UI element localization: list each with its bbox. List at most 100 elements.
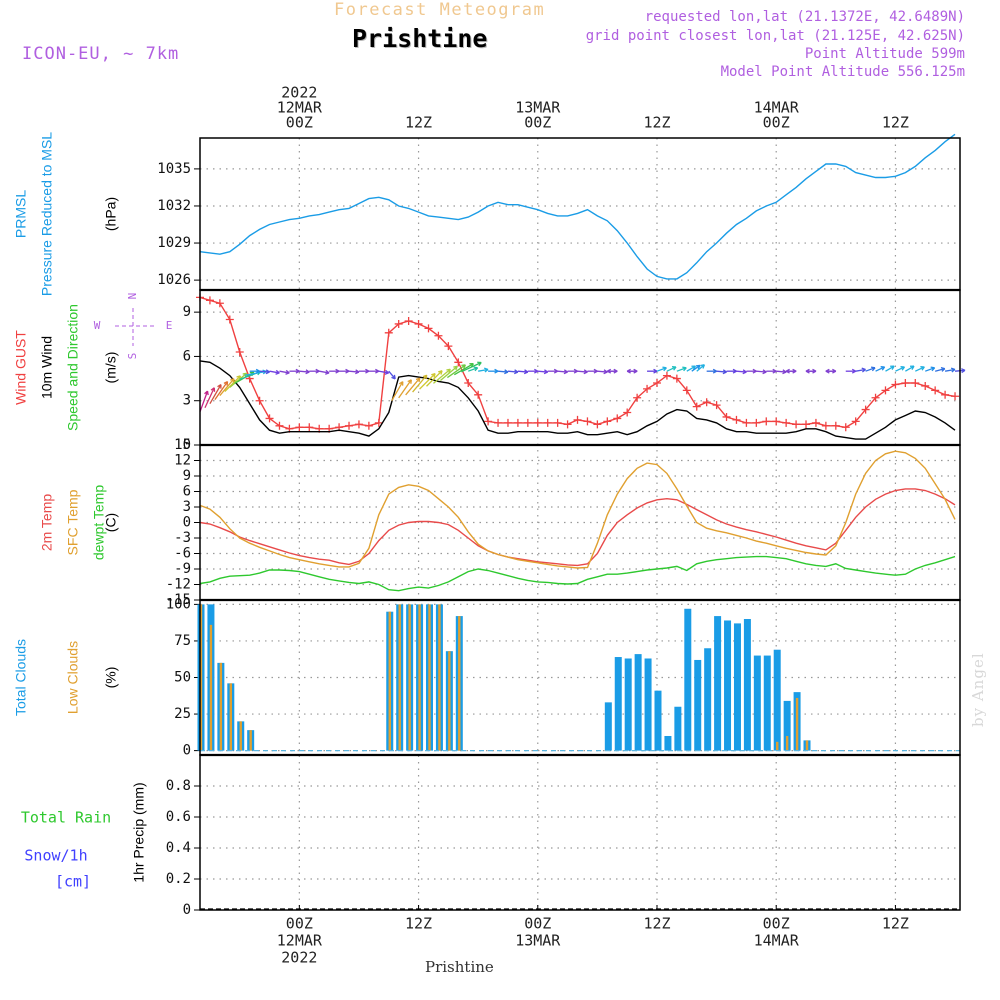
gust-marker bbox=[434, 331, 443, 340]
bottom-time-label: 14MAR bbox=[754, 932, 800, 950]
wind-barb bbox=[875, 366, 885, 372]
wind-barb-head bbox=[785, 368, 790, 374]
bottom-time-label: 12Z bbox=[882, 915, 909, 933]
wind-barb bbox=[348, 370, 360, 373]
bottom-time-label: 12MAR bbox=[277, 932, 323, 950]
temperature-ytick-label: -12 bbox=[166, 577, 191, 593]
gust-marker bbox=[523, 418, 532, 427]
wind-barb-head bbox=[446, 368, 451, 374]
wind-barb bbox=[468, 367, 478, 372]
low-cloud-bar bbox=[249, 730, 252, 751]
gust-marker bbox=[633, 393, 642, 402]
total-cloud-bar bbox=[773, 649, 781, 751]
rain-legend-label: Total Rain bbox=[21, 809, 111, 827]
pressure-series-prmsl bbox=[199, 133, 956, 280]
wind-ytick-label: 9 bbox=[183, 304, 191, 320]
gust-marker bbox=[553, 418, 562, 427]
wind-barb bbox=[398, 379, 412, 399]
wind-barb-head bbox=[217, 384, 222, 389]
wind-barb-head bbox=[861, 367, 866, 373]
top-time-label: 00Z bbox=[763, 114, 790, 132]
wind-barb-head bbox=[355, 369, 360, 375]
wind-barb-head bbox=[295, 368, 300, 374]
wind-barb bbox=[517, 370, 528, 373]
gust-marker bbox=[702, 398, 711, 407]
gust-marker bbox=[762, 417, 771, 426]
gust-marker bbox=[215, 299, 224, 308]
gust-marker bbox=[603, 417, 612, 426]
wind-barb-head bbox=[453, 365, 458, 371]
wind-series-10m-wind bbox=[199, 360, 956, 440]
low-cloud-bar bbox=[448, 651, 451, 751]
wind-barb-head bbox=[825, 368, 830, 374]
wind-axis-label: Wind GUST bbox=[13, 330, 29, 405]
gust-marker bbox=[951, 392, 960, 401]
wind-barb-head bbox=[940, 367, 946, 372]
clouds-axis-label: Total Clouds bbox=[13, 639, 29, 716]
wind-barb-head bbox=[762, 369, 767, 375]
wind-barb bbox=[537, 370, 548, 373]
wind-barb-head bbox=[255, 368, 260, 374]
low-cloud-bar bbox=[199, 604, 203, 751]
wind-barb bbox=[478, 368, 489, 372]
wind-barb-head bbox=[461, 364, 466, 369]
wind-barb-head bbox=[695, 364, 701, 370]
compass-west: W bbox=[94, 319, 101, 332]
total-cloud-bar bbox=[753, 655, 761, 751]
wind-barb bbox=[378, 370, 389, 374]
gust-marker bbox=[394, 319, 403, 328]
wind-barb-head bbox=[920, 366, 925, 371]
precip-ytick-label: 0.4 bbox=[166, 840, 191, 856]
bottom-time-label: 00Z bbox=[524, 915, 551, 933]
gust-marker bbox=[851, 417, 860, 426]
gust-marker bbox=[265, 414, 274, 423]
precip-ytick-label: 0.2 bbox=[166, 871, 191, 887]
wind-barb bbox=[497, 370, 509, 373]
wind-barb-head bbox=[930, 366, 936, 372]
wind-barb-head bbox=[335, 368, 340, 374]
wind-barb-head bbox=[391, 374, 396, 380]
wind-ytick-label: 0 bbox=[183, 437, 191, 453]
wind-barb bbox=[885, 365, 895, 372]
wind-barb-head bbox=[315, 368, 320, 374]
pressure-ytick-label: 1029 bbox=[157, 235, 191, 251]
total-cloud-bar bbox=[763, 655, 771, 751]
wind-barb bbox=[895, 366, 905, 372]
credit-watermark: by Angel bbox=[969, 652, 987, 727]
precip-ytick-label: 0.6 bbox=[166, 809, 191, 825]
wind-barb-head bbox=[671, 366, 677, 371]
low-cloud-bar bbox=[428, 604, 431, 751]
wind-barb bbox=[279, 370, 290, 374]
total-cloud-bar bbox=[634, 654, 642, 751]
gust-marker bbox=[424, 324, 433, 333]
model-label: ICON-EU, ~ 7km bbox=[22, 44, 180, 64]
gust-marker bbox=[295, 423, 304, 432]
clouds-unit-label: (%) bbox=[103, 667, 119, 689]
wind-axis-label: Speed and Direction bbox=[65, 304, 81, 431]
gust-marker bbox=[444, 342, 453, 351]
gust-marker bbox=[404, 317, 413, 325]
snow-legend-label: Snow/1h bbox=[24, 847, 87, 865]
temperature-ytick-label: 9 bbox=[183, 468, 191, 484]
wind-barb bbox=[440, 365, 458, 381]
low-cloud-bar bbox=[219, 662, 223, 751]
temperature-series-sfc-temp bbox=[199, 450, 956, 569]
total-cloud-bar bbox=[743, 619, 751, 751]
wind-barb-head bbox=[961, 368, 966, 374]
gust-marker bbox=[931, 386, 940, 395]
temperature-series-2m-temp bbox=[199, 488, 956, 567]
gust-marker bbox=[593, 420, 602, 429]
wind-barb bbox=[412, 374, 428, 393]
wind-barb bbox=[686, 365, 696, 372]
wind-barb-head bbox=[407, 379, 412, 384]
top-time-label: 12Z bbox=[882, 114, 909, 132]
wind-barb-head bbox=[230, 378, 235, 383]
gust-marker bbox=[732, 415, 741, 424]
pressure-axis-label: Pressure Reduced to MSL bbox=[39, 132, 55, 296]
wind-barb-head bbox=[375, 368, 380, 374]
gust-marker bbox=[811, 418, 820, 427]
wind-barb bbox=[915, 366, 925, 372]
compass-east: E bbox=[166, 319, 173, 332]
compass-south: S bbox=[126, 353, 139, 360]
gust-marker bbox=[831, 421, 840, 430]
